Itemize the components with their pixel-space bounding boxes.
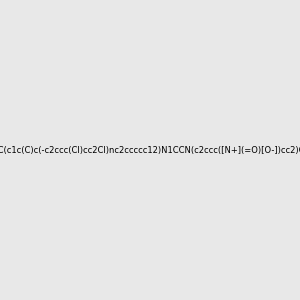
Text: O=C(c1c(C)c(-c2ccc(Cl)cc2Cl)nc2ccccc12)N1CCN(c2ccc([N+](=O)[O-])cc2)CC1: O=C(c1c(C)c(-c2ccc(Cl)cc2Cl)nc2ccccc12)N… [0,146,300,154]
